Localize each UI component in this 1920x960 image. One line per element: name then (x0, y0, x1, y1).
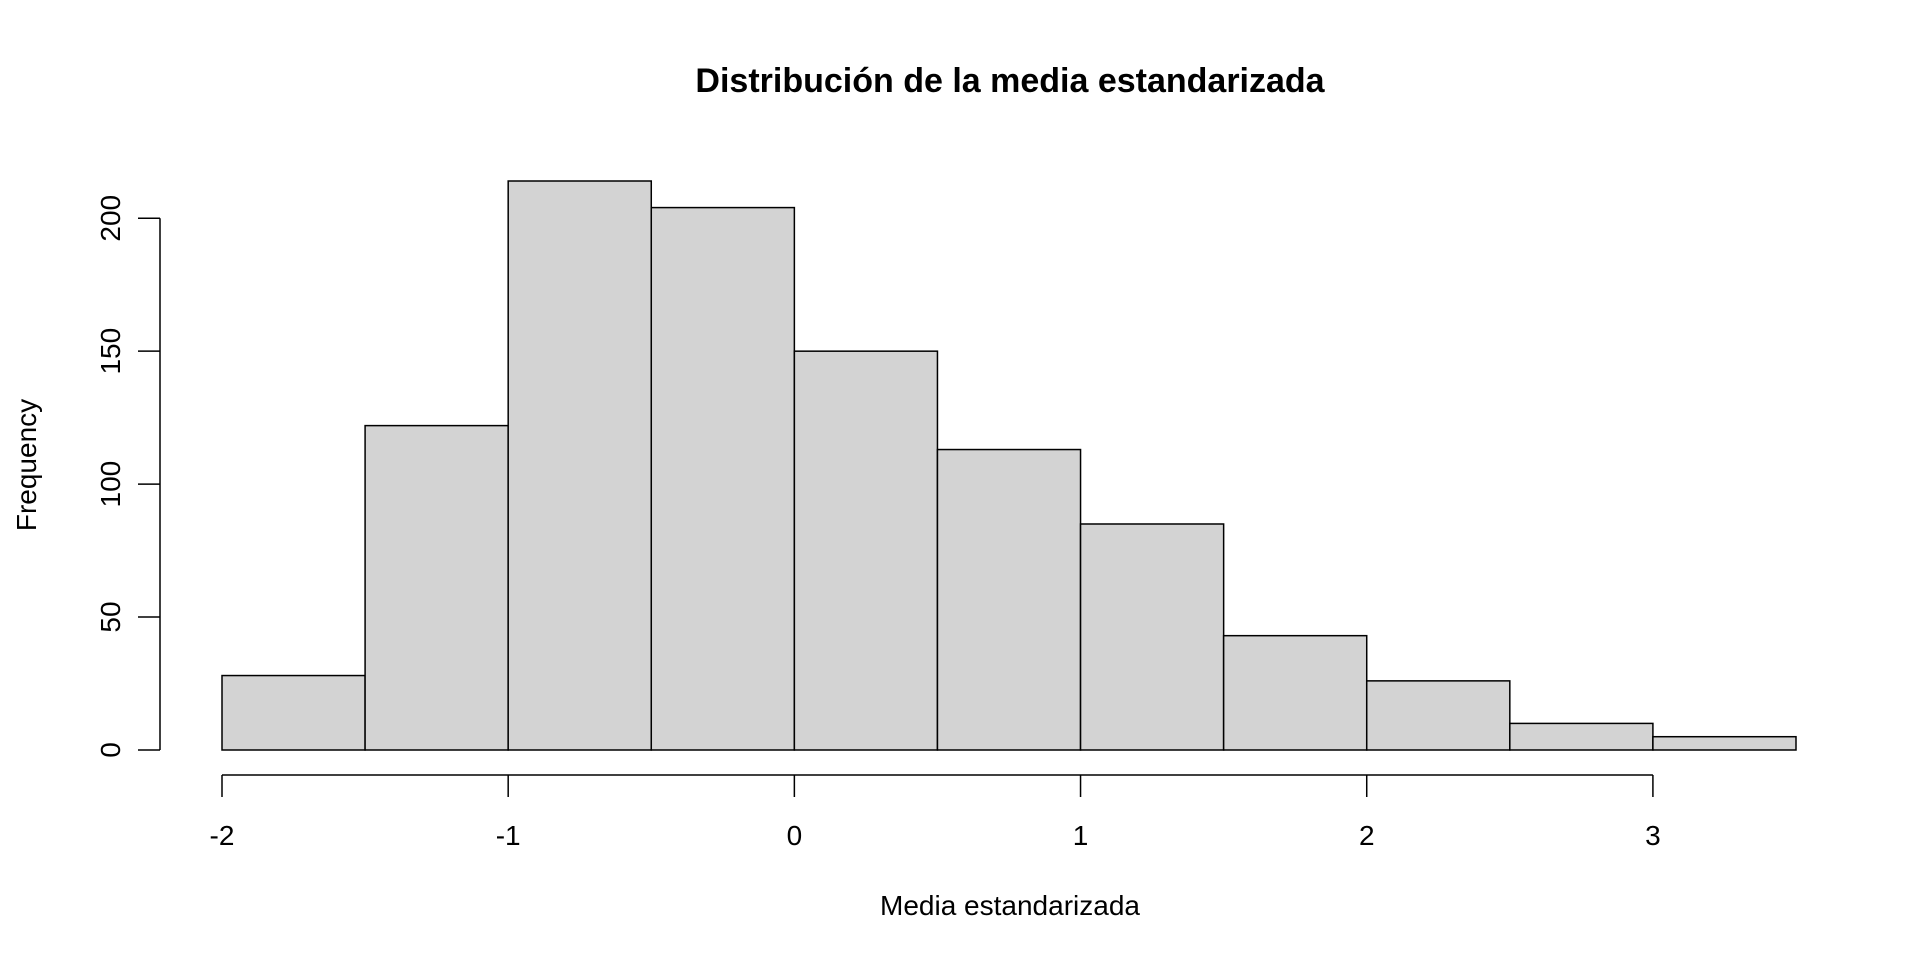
y-tick-label: 50 (95, 601, 126, 632)
chart-title: Distribución de la media estandarizada (695, 62, 1325, 100)
histogram-bar (793, 350, 939, 751)
x-tick-label: -2 (210, 820, 235, 851)
histogram-bars (221, 180, 1797, 751)
histogram-bar (507, 180, 653, 751)
histogram-bar (936, 448, 1082, 751)
x-tick-label: -1 (496, 820, 521, 851)
y-axis: 0 50 100 150 200 (95, 195, 161, 758)
histogram-bar (1365, 680, 1511, 751)
x-axis-title: Media estandarizada (880, 890, 1140, 921)
y-tick-label: 0 (95, 742, 126, 758)
histogram-bar (1079, 523, 1225, 751)
y-axis-title: Frequency (11, 399, 42, 531)
y-tick-label: 150 (95, 328, 126, 375)
histogram-bar (1509, 722, 1654, 751)
y-tick-label: 200 (95, 195, 126, 242)
x-tick-label: 3 (1645, 820, 1661, 851)
histogram-bar (1652, 735, 1797, 751)
histogram-bar (1222, 634, 1368, 751)
x-tick-label: 1 (1073, 820, 1089, 851)
histogram-bar (221, 674, 366, 751)
y-tick-label: 100 (95, 461, 126, 508)
histogram-bar (364, 424, 509, 751)
histogram-bar (650, 206, 796, 751)
x-axis: -2 -1 0 1 2 3 (210, 774, 1661, 851)
x-tick-label: 2 (1359, 820, 1375, 851)
x-tick-label: 0 (787, 820, 803, 851)
